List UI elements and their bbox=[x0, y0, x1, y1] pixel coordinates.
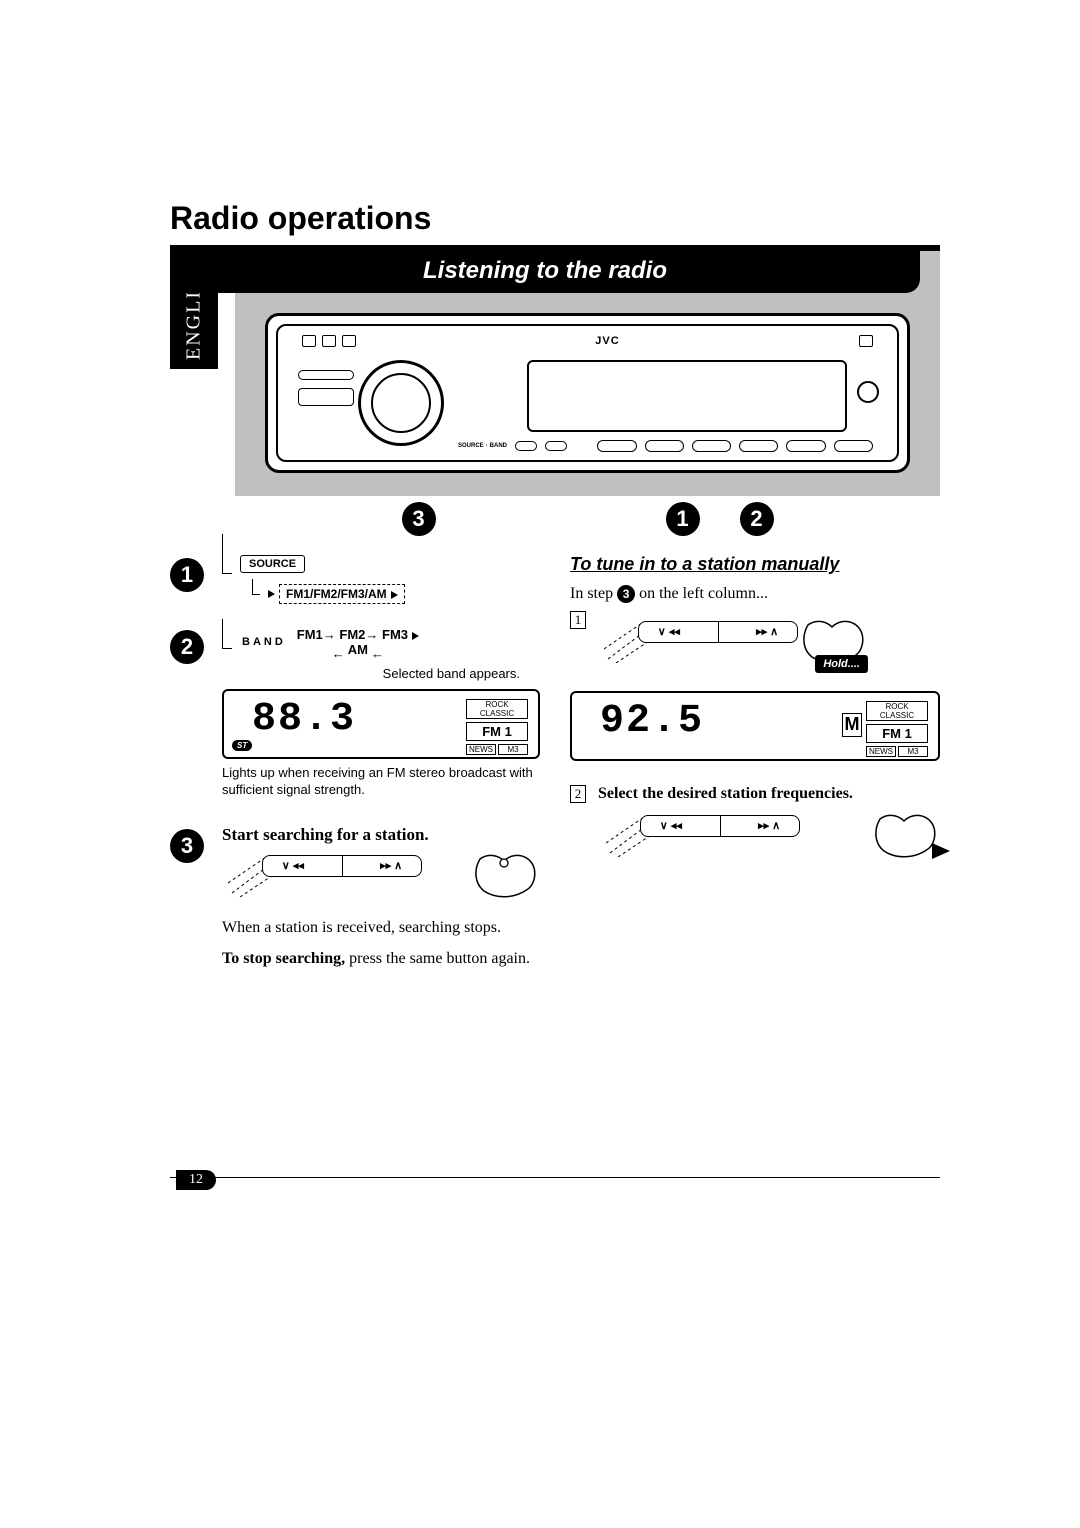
callout-3: 3 bbox=[402, 502, 436, 536]
hold-label: Hold.... bbox=[815, 655, 868, 673]
lcd-display bbox=[527, 360, 847, 432]
right-column: To tune in to a station manually In step… bbox=[570, 554, 940, 992]
seek-diagram-step3: ∨ ◂◂ ▸▸ ∧ bbox=[222, 851, 540, 907]
aux-indicator bbox=[859, 335, 873, 347]
step-3-body2: To stop searching, press the same button… bbox=[222, 948, 540, 970]
substep-2-heading: Select the desired station frequencies. bbox=[598, 785, 853, 802]
lcd-manual: 92.5 M ROCK CLASSIC FM 1 NEWS M3 bbox=[570, 691, 940, 761]
footer-divider bbox=[170, 1177, 940, 1179]
hand-press-icon bbox=[470, 849, 540, 899]
manual-tune-intro: In step 3 on the left column... bbox=[570, 583, 940, 605]
hand-press-icon bbox=[870, 809, 940, 859]
source-band-label-group: SOURCE · BAND bbox=[458, 443, 507, 449]
lcd-band-label-manual: FM 1 bbox=[866, 724, 928, 743]
substep-2: 2 Select the desired station frequencies… bbox=[570, 785, 940, 867]
lcd-st-indicator: ST bbox=[232, 740, 252, 751]
step-1-row: 1 SOURCE FM1/FM2/FM3/AM bbox=[170, 554, 540, 604]
page-title: Radio operations bbox=[170, 200, 940, 237]
step-2-row: 2 BAND FM1→ FM2→ FM3 ← AM ← Selected ban… bbox=[170, 626, 540, 799]
lcd-manual-badge: M bbox=[842, 713, 862, 737]
source-button-label: SOURCE bbox=[240, 555, 305, 573]
left-button-block bbox=[298, 388, 354, 406]
substep-1-num: 1 bbox=[570, 611, 586, 629]
step-3-body1: When a station is received, searching st… bbox=[222, 917, 540, 939]
direction-arrow-icon bbox=[932, 843, 950, 859]
callout-2: 2 bbox=[740, 502, 774, 536]
section-heading: Listening to the radio bbox=[170, 251, 920, 293]
substep-1: 1 ∨ ◂◂ ▸▸ ∧ Hold.... 92.5 M ROCK CLASSIC bbox=[570, 611, 940, 761]
step-2-caption: Selected band appears. bbox=[222, 666, 520, 683]
step-2-note: Lights up when receiving an FM stereo br… bbox=[222, 765, 540, 799]
step-3-row: 3 Start searching for a station. ∨ ◂◂ ▸▸… bbox=[170, 825, 540, 970]
eject-button-icon bbox=[857, 381, 879, 403]
band-flow: FM1→ FM2→ FM3 bbox=[297, 627, 419, 642]
manual-tune-title: To tune in to a station manually bbox=[570, 554, 940, 575]
step-2-badge: 2 bbox=[170, 630, 204, 664]
lcd-step2: ST 88.3 ROCK CLASSIC FM 1 NEWS M3 bbox=[222, 689, 540, 759]
left-column: 1 SOURCE FM1/FM2/FM3/AM 2 bbox=[170, 554, 540, 992]
callout-1: 1 bbox=[666, 502, 700, 536]
preset-indicators bbox=[302, 335, 356, 347]
substep-2-num: 2 bbox=[570, 785, 586, 803]
lcd-frequency: 88.3 bbox=[252, 697, 356, 742]
radio-faceplate: JVC SOURCE · BAND bbox=[265, 313, 910, 473]
lcd-frequency-manual: 92.5 bbox=[600, 699, 704, 744]
step-1-badge: 1 bbox=[170, 558, 204, 592]
page-number: 12 bbox=[176, 1170, 216, 1190]
step-3-badge: 3 bbox=[170, 829, 204, 863]
disc-slot bbox=[298, 370, 354, 380]
callout-numbers: 3 1 2 bbox=[235, 498, 940, 536]
step-3-heading: Start searching for a station. bbox=[222, 825, 540, 845]
hero-panel: ENGLISH Listening to the radio JVC SOURC… bbox=[235, 251, 940, 496]
brand-logo: JVC bbox=[595, 335, 619, 347]
seek-diagram-select: ∨ ◂◂ ▸▸ ∧ bbox=[600, 811, 940, 867]
band-button-label: BAND bbox=[242, 636, 286, 648]
radio-faceplate-inner: JVC SOURCE · BAND bbox=[276, 324, 899, 462]
volume-knob bbox=[358, 360, 444, 446]
band-flow-am: AM bbox=[348, 642, 368, 657]
source-result: FM1/FM2/FM3/AM bbox=[279, 584, 405, 604]
seek-diagram-hold: ∨ ◂◂ ▸▸ ∧ Hold.... bbox=[598, 617, 868, 673]
lcd-band-label: FM 1 bbox=[466, 722, 528, 741]
